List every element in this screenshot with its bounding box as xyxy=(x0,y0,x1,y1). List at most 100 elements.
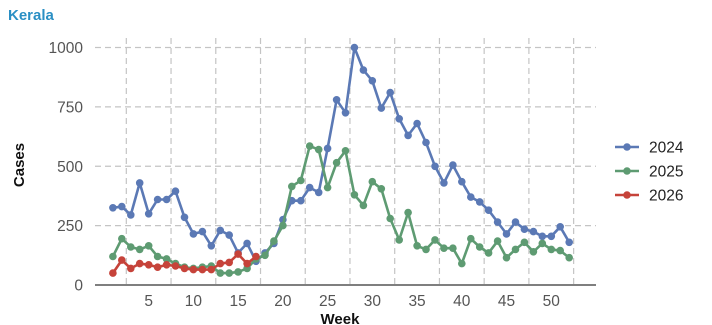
legend-swatch-point xyxy=(623,143,631,151)
data-point xyxy=(162,261,171,269)
data-point xyxy=(449,161,457,169)
data-point xyxy=(225,258,233,267)
data-point xyxy=(252,252,260,261)
data-point xyxy=(127,243,135,251)
data-point xyxy=(449,244,457,252)
data-point xyxy=(314,188,323,197)
data-point xyxy=(189,230,198,238)
axes: 0 250 500 750 1000 5 10 15 20 25 30 35 40 45 50 xyxy=(49,40,596,310)
data-point xyxy=(288,182,296,191)
data-point xyxy=(207,242,216,250)
data-point xyxy=(144,210,153,218)
data-point xyxy=(556,246,564,255)
data-point xyxy=(556,223,564,231)
data-point xyxy=(413,119,421,128)
series-2024 xyxy=(109,43,573,266)
y-tick-label: 750 xyxy=(57,99,83,116)
data-point xyxy=(440,244,448,252)
data-point xyxy=(153,263,162,272)
x-axis-label: Week xyxy=(321,311,361,325)
data-point xyxy=(332,158,341,167)
x-tick-label: 15 xyxy=(230,293,247,310)
data-point xyxy=(431,236,439,244)
x-tick-label: 45 xyxy=(498,293,515,310)
data-point xyxy=(153,195,162,204)
y-tick-label: 250 xyxy=(57,218,83,235)
data-point xyxy=(395,236,404,244)
data-point xyxy=(377,104,386,112)
chart-title: Kerala xyxy=(8,7,55,24)
x-tick-label: 35 xyxy=(408,293,425,310)
data-point xyxy=(493,218,502,226)
data-point xyxy=(216,259,225,268)
data-point xyxy=(520,238,529,247)
data-point xyxy=(350,191,359,199)
x-tick-label: 10 xyxy=(185,293,203,310)
legend-item-2026: 2026 xyxy=(615,188,683,205)
data-point xyxy=(109,252,117,261)
data-point xyxy=(180,264,189,273)
data-point xyxy=(198,227,207,236)
x-tick-label: 30 xyxy=(364,293,382,310)
data-point xyxy=(341,147,350,155)
data-point xyxy=(395,115,404,123)
data-point xyxy=(171,262,180,270)
data-point xyxy=(475,198,484,206)
legend-swatch-point xyxy=(623,191,631,199)
data-point xyxy=(153,252,162,261)
data-point xyxy=(189,265,198,274)
data-point xyxy=(118,256,126,264)
data-point xyxy=(162,195,171,204)
x-tick-label: 50 xyxy=(543,293,561,310)
data-point xyxy=(180,213,189,222)
x-tick-label: 20 xyxy=(274,293,292,310)
legend-label: 2026 xyxy=(649,188,683,205)
data-point xyxy=(305,183,314,192)
legend-label: 2025 xyxy=(649,164,683,181)
data-point xyxy=(368,77,377,85)
data-point xyxy=(404,208,412,217)
data-point xyxy=(332,96,341,104)
data-point xyxy=(341,109,350,117)
series-2026 xyxy=(109,250,260,277)
series-2025 xyxy=(109,142,573,277)
data-point xyxy=(135,179,144,187)
data-point xyxy=(511,245,520,254)
data-point xyxy=(458,259,466,268)
data-point xyxy=(547,245,556,254)
data-point xyxy=(350,43,359,52)
data-point xyxy=(368,177,377,186)
data-point xyxy=(305,142,314,150)
data-point xyxy=(529,227,538,236)
y-axis-label: Cases xyxy=(11,143,28,187)
data-point xyxy=(484,206,493,214)
data-point xyxy=(323,144,332,153)
data-point xyxy=(475,243,484,251)
x-tick-label: 40 xyxy=(453,293,471,310)
data-point xyxy=(144,242,153,250)
data-point xyxy=(511,218,520,226)
data-point xyxy=(162,255,171,263)
data-point xyxy=(297,196,305,205)
data-point xyxy=(359,66,368,74)
series-lines xyxy=(109,43,573,277)
data-point xyxy=(225,231,233,239)
gridlines xyxy=(95,38,596,285)
legend: 2024 2025 2026 xyxy=(615,140,684,205)
data-point xyxy=(404,131,412,140)
data-point xyxy=(565,238,573,247)
data-point xyxy=(413,242,421,250)
data-point xyxy=(243,239,251,248)
data-point xyxy=(144,261,153,269)
data-point xyxy=(234,250,242,258)
data-point xyxy=(386,88,395,97)
data-point xyxy=(207,265,216,274)
data-point xyxy=(440,179,448,187)
data-point xyxy=(547,232,556,241)
data-point xyxy=(422,138,430,147)
data-point xyxy=(234,268,242,276)
legend-swatch-point xyxy=(623,167,631,175)
data-point xyxy=(127,211,135,219)
data-point xyxy=(484,249,493,257)
